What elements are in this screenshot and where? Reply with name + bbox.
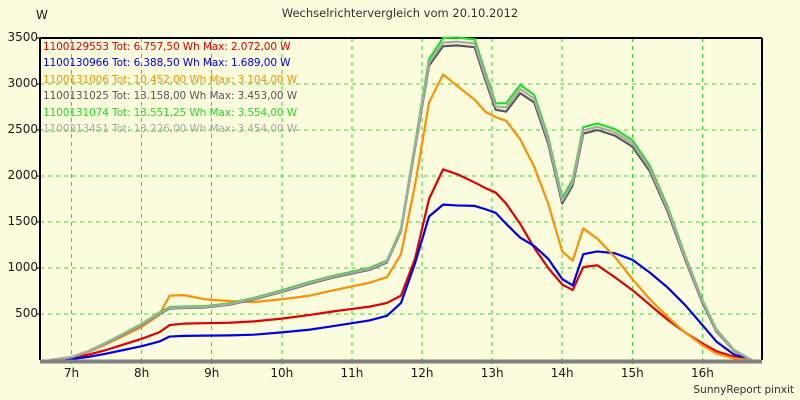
y-tick-3000: 3000 [7,76,38,90]
y-tick-1000: 1000 [7,260,38,274]
y-tick-1500: 1500 [7,214,38,228]
x-tick-13h: 13h [480,366,504,380]
axis-ticks [36,37,704,364]
x-tick-14h: 14h [550,366,574,380]
y-tick-2000: 2000 [7,168,38,182]
data-series-lines [49,36,753,362]
y-tick-2500: 2500 [7,122,38,136]
y-axis-unit-label: W [36,8,48,22]
x-tick-10h: 10h [270,366,294,380]
x-tick-7h: 7h [63,366,80,380]
x-tick-8h: 8h [134,366,150,380]
y-tick-3500: 3500 [7,30,38,44]
x-tick-9h: 9h [204,366,220,380]
x-tick-12h: 12h [410,366,434,380]
chart-title: Wechselrichtervergleich vom 20.10.2012 [281,6,519,20]
footer-credit: SunnyReport pinxit [693,384,794,396]
x-tick-11h: 11h [340,366,364,380]
grid-lines [40,37,762,360]
axis-lines [39,37,763,360]
x-tick-15h: 15h [620,366,644,380]
x-tick-16h: 16h [690,366,714,380]
y-tick-500: 500 [15,306,38,320]
